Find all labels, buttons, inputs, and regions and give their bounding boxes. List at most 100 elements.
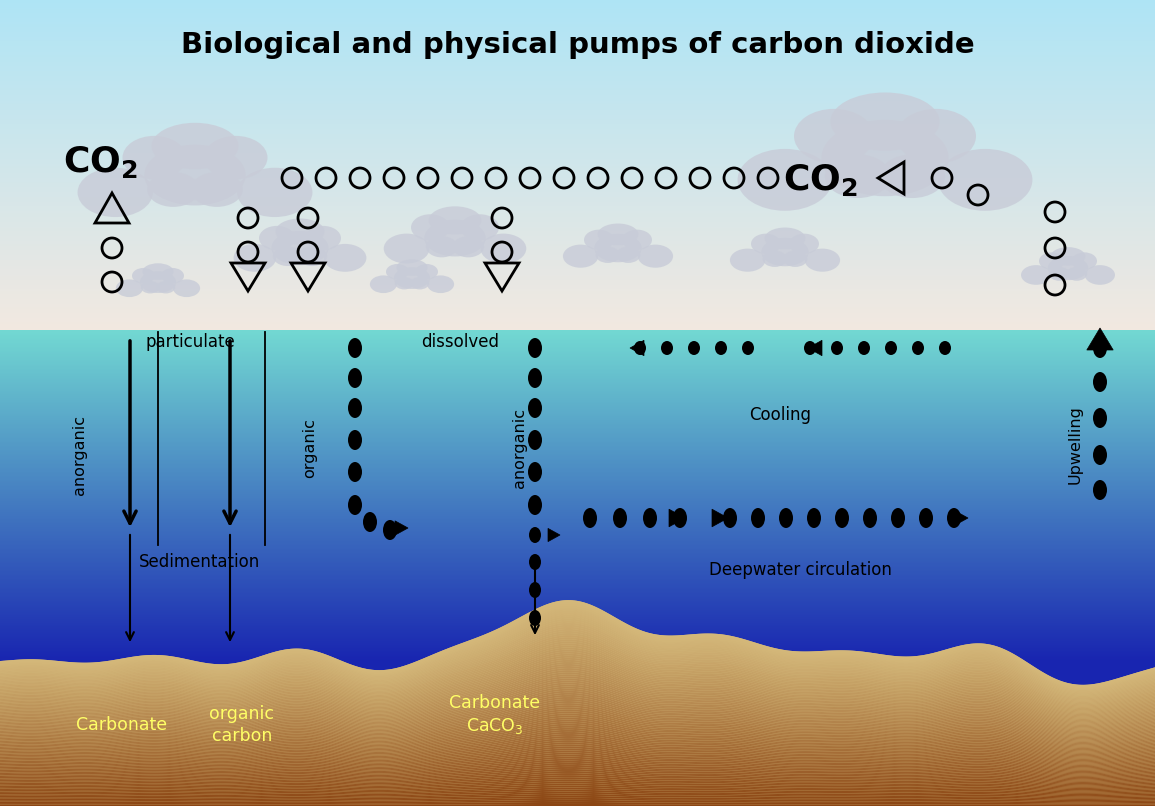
Ellipse shape: [1040, 252, 1065, 270]
Ellipse shape: [147, 172, 200, 207]
Ellipse shape: [1072, 252, 1097, 270]
Ellipse shape: [858, 341, 870, 355]
Ellipse shape: [259, 226, 295, 251]
Ellipse shape: [429, 206, 482, 235]
Ellipse shape: [132, 268, 155, 284]
Ellipse shape: [783, 251, 807, 267]
Ellipse shape: [912, 341, 924, 355]
Ellipse shape: [1093, 338, 1106, 358]
Text: Cooling: Cooling: [748, 406, 811, 424]
Ellipse shape: [395, 277, 413, 289]
Ellipse shape: [616, 247, 640, 263]
Ellipse shape: [140, 271, 177, 293]
Ellipse shape: [453, 236, 484, 257]
Ellipse shape: [424, 219, 486, 256]
Ellipse shape: [751, 508, 765, 528]
Text: $\mathbf{CO_2}$: $\mathbf{CO_2}$: [783, 162, 857, 198]
Ellipse shape: [891, 508, 906, 528]
Ellipse shape: [1048, 256, 1088, 280]
Ellipse shape: [528, 495, 542, 515]
Ellipse shape: [529, 582, 541, 598]
Text: organic: organic: [303, 418, 318, 478]
Ellipse shape: [161, 268, 184, 284]
Polygon shape: [0, 600, 1155, 806]
Ellipse shape: [789, 234, 819, 254]
Polygon shape: [808, 340, 822, 355]
Text: anorganic: anorganic: [73, 415, 88, 495]
Ellipse shape: [237, 168, 313, 217]
Ellipse shape: [1093, 408, 1106, 428]
Ellipse shape: [643, 508, 657, 528]
Ellipse shape: [885, 341, 897, 355]
Ellipse shape: [661, 341, 673, 355]
Ellipse shape: [528, 462, 542, 482]
Ellipse shape: [597, 223, 639, 245]
Text: Carbonate: Carbonate: [76, 716, 167, 734]
Ellipse shape: [1066, 267, 1087, 280]
Ellipse shape: [528, 398, 542, 418]
Ellipse shape: [594, 234, 642, 262]
Ellipse shape: [793, 109, 874, 164]
Ellipse shape: [528, 430, 542, 450]
Ellipse shape: [273, 247, 303, 266]
Ellipse shape: [363, 512, 377, 532]
Ellipse shape: [896, 109, 976, 164]
Ellipse shape: [415, 264, 438, 280]
Ellipse shape: [528, 368, 542, 388]
Polygon shape: [395, 521, 408, 535]
Ellipse shape: [144, 144, 246, 206]
Ellipse shape: [191, 172, 243, 207]
Ellipse shape: [583, 508, 597, 528]
Ellipse shape: [765, 227, 805, 249]
Ellipse shape: [141, 281, 159, 293]
Ellipse shape: [348, 495, 362, 515]
Ellipse shape: [203, 136, 268, 180]
Text: anorganic: anorganic: [513, 408, 528, 488]
Ellipse shape: [383, 234, 430, 264]
Ellipse shape: [807, 508, 821, 528]
Ellipse shape: [411, 214, 449, 241]
Ellipse shape: [151, 123, 238, 169]
Ellipse shape: [730, 248, 766, 272]
Ellipse shape: [762, 251, 787, 267]
Ellipse shape: [638, 244, 673, 268]
Ellipse shape: [529, 554, 541, 570]
Ellipse shape: [830, 341, 843, 355]
Ellipse shape: [584, 230, 614, 250]
Ellipse shape: [116, 280, 143, 297]
Ellipse shape: [723, 508, 737, 528]
Ellipse shape: [426, 236, 457, 257]
Ellipse shape: [919, 508, 933, 528]
Ellipse shape: [410, 277, 430, 289]
Ellipse shape: [122, 136, 186, 180]
Ellipse shape: [880, 155, 945, 198]
Ellipse shape: [348, 338, 362, 358]
Ellipse shape: [1085, 265, 1115, 285]
Ellipse shape: [396, 260, 427, 276]
Ellipse shape: [480, 234, 527, 264]
Ellipse shape: [383, 520, 397, 540]
Ellipse shape: [751, 234, 781, 254]
Ellipse shape: [529, 610, 541, 626]
Ellipse shape: [835, 508, 849, 528]
Text: Biological and physical pumps of carbon dioxide: Biological and physical pumps of carbon …: [180, 31, 975, 59]
Text: Upwelling: Upwelling: [1067, 405, 1082, 484]
Ellipse shape: [370, 276, 397, 293]
Ellipse shape: [528, 338, 542, 358]
Polygon shape: [1087, 328, 1113, 350]
Ellipse shape: [715, 341, 726, 355]
Polygon shape: [711, 509, 728, 527]
Ellipse shape: [778, 508, 793, 528]
Ellipse shape: [821, 120, 948, 196]
Text: organic
carbon: organic carbon: [209, 705, 275, 745]
Ellipse shape: [173, 280, 200, 297]
Ellipse shape: [825, 155, 891, 198]
Ellipse shape: [805, 248, 840, 272]
Text: $\mathbf{CO_2}$: $\mathbf{CO_2}$: [62, 144, 137, 180]
Ellipse shape: [938, 149, 1033, 211]
Ellipse shape: [634, 341, 646, 355]
Ellipse shape: [305, 226, 341, 251]
Ellipse shape: [804, 341, 815, 355]
Ellipse shape: [742, 341, 754, 355]
Ellipse shape: [596, 247, 620, 263]
